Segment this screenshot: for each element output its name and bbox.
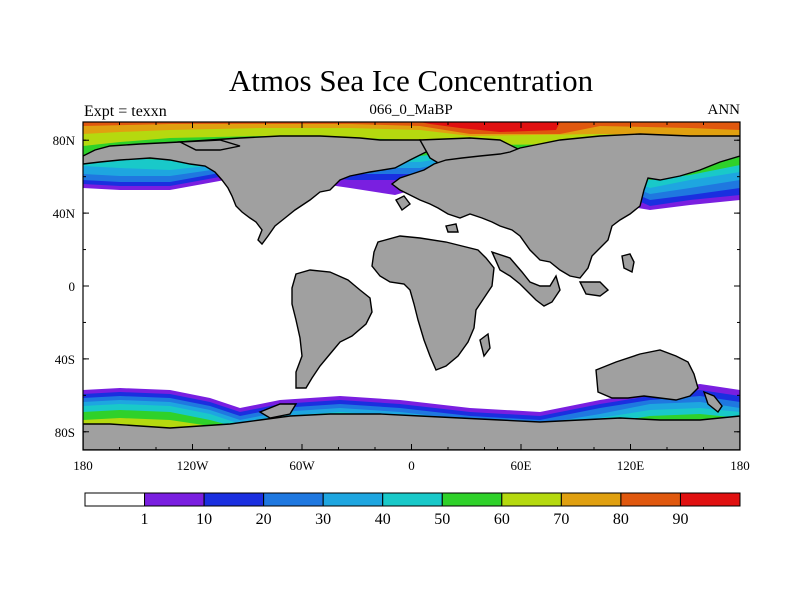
x-tick-label: 0 [408, 458, 415, 473]
colorbar-swatch [144, 492, 205, 507]
colorbar-swatch [263, 492, 324, 507]
land-antarctic-peninsula [258, 403, 298, 419]
colorbar-swatch [679, 492, 741, 507]
x-tick-label: 60W [289, 458, 315, 473]
y-axis: 80N 40N 0 40S 80S [53, 133, 740, 440]
colorbar-label: 10 [196, 511, 212, 528]
land-africa [371, 235, 495, 371]
y-tick-label: 80N [53, 133, 76, 148]
land-north-america [83, 135, 448, 246]
experiment-label: Expt = texxn [84, 103, 167, 120]
colorbar-label: 30 [315, 511, 331, 528]
x-tick-label: 120E [617, 458, 645, 473]
colorbar-label: 60 [494, 511, 510, 528]
colorbar-label: 40 [375, 511, 391, 528]
y-tick-label: 0 [69, 279, 76, 294]
land-arctic-islands [177, 139, 241, 151]
land-mediterranean-islands [445, 223, 459, 233]
x-tick-label: 180 [730, 458, 750, 473]
y-tick-label: 80S [55, 425, 75, 440]
season-label: ANN [708, 102, 741, 118]
land-new-zealand [702, 390, 723, 414]
land-australia [595, 349, 699, 401]
colorbar-swatch [203, 492, 265, 507]
land-japan [621, 253, 635, 274]
y-tick-label: 40N [53, 206, 76, 221]
colorbar-label: 50 [434, 511, 450, 528]
colorbar-label: 90 [672, 511, 688, 528]
land-masses [83, 133, 740, 450]
ice-band-90-100 [420, 122, 560, 132]
colorbar-label: 20 [256, 511, 272, 528]
map-plot-area [83, 122, 740, 450]
colorbar-swatch [441, 492, 503, 507]
land-british-isles [395, 195, 411, 212]
land-madagascar [479, 332, 491, 358]
x-tick-label: 180 [73, 458, 93, 473]
colorbar-label: 80 [613, 511, 629, 528]
colorbar-swatch [382, 492, 443, 507]
land-south-america [291, 269, 373, 389]
colorbar: 1 10 20 30 40 50 60 70 80 90 [84, 492, 741, 528]
time-label: 066_0_MaBP [369, 102, 452, 118]
y-tick-label: 40S [55, 352, 75, 367]
x-tick-label: 60E [511, 458, 532, 473]
x-tick-label: 120W [177, 458, 210, 473]
colorbar-swatch [501, 492, 562, 507]
colorbar-swatch [620, 492, 681, 507]
colorbar-swatch [322, 492, 384, 507]
colorbar-swatch [84, 492, 146, 507]
land-se-asia-islands [578, 281, 610, 297]
colorbar-swatch [560, 492, 622, 507]
ice-band-80-90 [83, 122, 740, 134]
x-axis: 180 120W 60W 0 60E 120E 180 [73, 122, 750, 473]
colorbar-label: 70 [553, 511, 569, 528]
colorbar-label: 1 [141, 511, 149, 528]
land-eurasia [390, 133, 740, 279]
land-antarctica [83, 413, 740, 450]
land-arabia-india [490, 250, 561, 307]
map-title: Atmos Sea Ice Concentration [229, 63, 594, 98]
